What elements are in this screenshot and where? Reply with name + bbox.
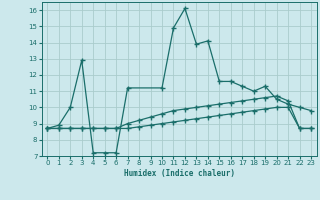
- X-axis label: Humidex (Indice chaleur): Humidex (Indice chaleur): [124, 169, 235, 178]
